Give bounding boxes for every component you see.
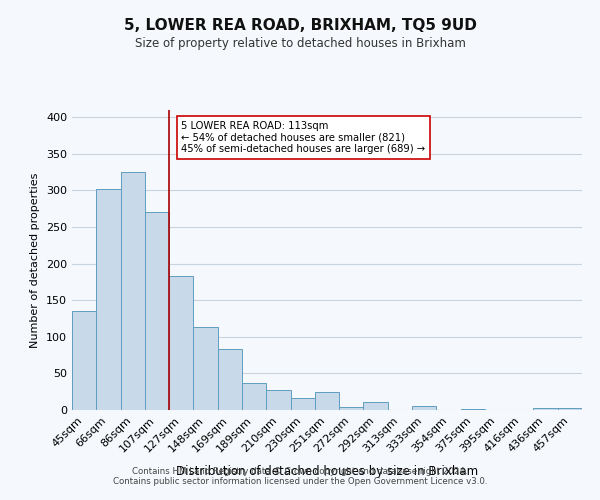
Bar [461,408,485,410]
Bar [558,408,582,410]
Text: Contains public sector information licensed under the Open Government Licence v3: Contains public sector information licen… [113,477,487,486]
Text: Size of property relative to detached houses in Brixham: Size of property relative to detached ho… [134,38,466,51]
Bar [193,328,218,410]
Bar [121,172,145,410]
Bar [315,392,339,410]
Bar [364,402,388,410]
Bar [72,311,96,410]
Bar [290,398,315,410]
Bar [266,390,290,410]
Bar [533,408,558,410]
Bar [218,350,242,410]
Bar [242,383,266,410]
Text: 5 LOWER REA ROAD: 113sqm
← 54% of detached houses are smaller (821)
45% of semi-: 5 LOWER REA ROAD: 113sqm ← 54% of detach… [181,121,425,154]
X-axis label: Distribution of detached houses by size in Brixham: Distribution of detached houses by size … [176,465,478,478]
Text: Contains HM Land Registry data © Crown copyright and database right 2024.: Contains HM Land Registry data © Crown c… [132,467,468,476]
Bar [339,407,364,410]
Text: 5, LOWER REA ROAD, BRIXHAM, TQ5 9UD: 5, LOWER REA ROAD, BRIXHAM, TQ5 9UD [124,18,476,32]
Bar [145,212,169,410]
Y-axis label: Number of detached properties: Number of detached properties [31,172,40,348]
Bar [412,406,436,410]
Bar [96,189,121,410]
Bar [169,276,193,410]
